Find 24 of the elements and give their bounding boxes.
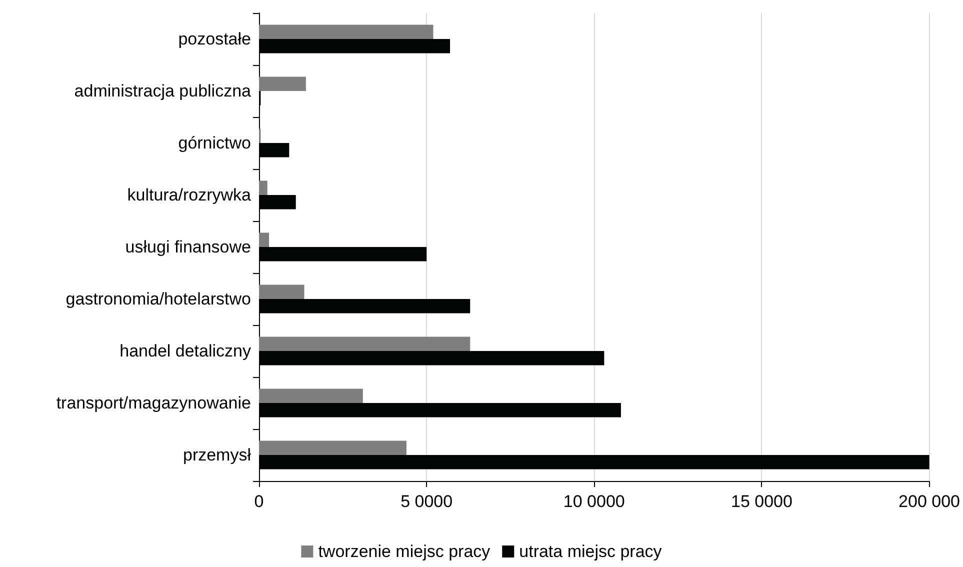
bar bbox=[259, 336, 470, 351]
y-tick-label: usługi finansowe bbox=[125, 238, 251, 256]
bar bbox=[259, 284, 304, 299]
y-tick-label: transport/magazynowanie bbox=[56, 394, 251, 412]
y-tick-label: przemysł bbox=[182, 446, 252, 464]
x-tick-label: 5 0000 bbox=[400, 492, 453, 511]
y-tick-label: kultura/rozrywka bbox=[127, 186, 252, 204]
x-tick-label: 10 0000 bbox=[563, 492, 625, 511]
y-tick-label: górnictwo bbox=[178, 134, 251, 152]
x-tick-label: 0 bbox=[254, 492, 264, 511]
legend-label: tworzenie miejsc pracy bbox=[318, 542, 491, 561]
legend-label: utrata miejsc pracy bbox=[519, 542, 662, 561]
bar bbox=[259, 180, 268, 195]
bar bbox=[259, 388, 363, 403]
y-tick-label: administracja publiczna bbox=[74, 82, 252, 100]
bar bbox=[259, 232, 270, 247]
x-tick-label: 200 000 bbox=[898, 492, 960, 511]
y-tick-label: pozostałe bbox=[178, 30, 251, 48]
bar bbox=[259, 24, 434, 39]
bar bbox=[259, 440, 406, 455]
bar bbox=[259, 76, 306, 91]
y-tick-label: handel detaliczny bbox=[120, 342, 252, 360]
y-tick-label: gastronomia/hotelarstwo bbox=[66, 290, 251, 308]
x-tick-label: 15 0000 bbox=[730, 492, 792, 511]
